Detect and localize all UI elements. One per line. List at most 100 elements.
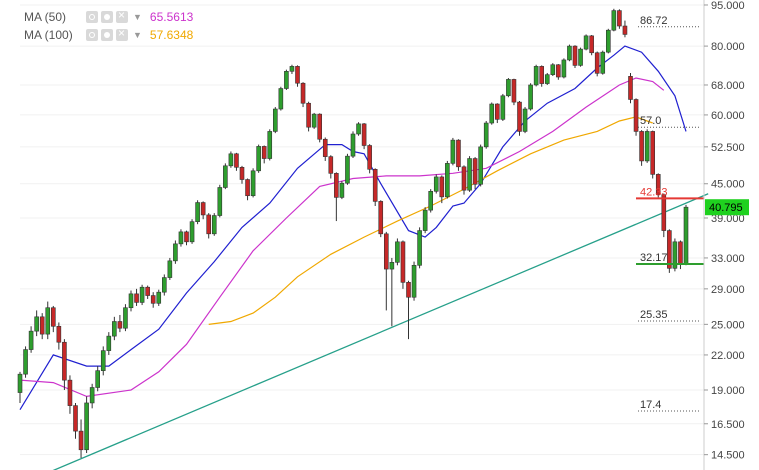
candle-body bbox=[256, 146, 261, 172]
candle-body bbox=[95, 370, 100, 388]
candle bbox=[622, 20, 628, 38]
candle-body bbox=[223, 165, 228, 188]
candle bbox=[322, 137, 328, 161]
candle bbox=[644, 129, 650, 163]
candle bbox=[267, 129, 273, 161]
candle-body bbox=[156, 291, 162, 304]
close-icon[interactable] bbox=[116, 26, 128, 41]
candle bbox=[173, 240, 178, 264]
gear-icon[interactable] bbox=[101, 11, 113, 23]
candle bbox=[489, 102, 495, 125]
candle bbox=[106, 332, 112, 355]
candle-body bbox=[650, 131, 656, 175]
candle-body bbox=[311, 113, 317, 128]
eye-icon[interactable] bbox=[86, 11, 98, 23]
candle bbox=[317, 113, 323, 143]
eye-icon[interactable] bbox=[86, 29, 98, 41]
candle bbox=[39, 313, 45, 340]
candle bbox=[278, 86, 284, 111]
candle-body bbox=[561, 59, 567, 78]
horizontal-levels[interactable] bbox=[636, 197, 704, 266]
candle bbox=[517, 100, 522, 136]
candle-body bbox=[206, 214, 211, 235]
candle-body bbox=[572, 45, 578, 66]
candle-body bbox=[672, 241, 678, 269]
candle bbox=[67, 375, 73, 414]
candle-body bbox=[683, 206, 689, 265]
candle bbox=[223, 163, 228, 190]
candle bbox=[200, 201, 206, 220]
trendline[interactable] bbox=[9, 193, 709, 470]
y-tick-label: 60.000 bbox=[711, 110, 745, 122]
candle-body bbox=[173, 243, 178, 262]
candle-body bbox=[234, 153, 239, 168]
candle-body bbox=[417, 230, 422, 266]
candle bbox=[589, 34, 594, 56]
candle-body bbox=[350, 133, 356, 157]
candle bbox=[245, 178, 250, 201]
chevron-down-icon[interactable]: ▼ bbox=[133, 30, 142, 40]
candle bbox=[17, 371, 23, 403]
candle bbox=[50, 305, 56, 333]
candle-body bbox=[67, 379, 73, 406]
level-label: 86.72 bbox=[640, 15, 668, 27]
close-icon[interactable] bbox=[116, 8, 128, 23]
candle bbox=[522, 107, 528, 134]
chart-grid bbox=[20, 4, 704, 456]
candle bbox=[533, 64, 539, 87]
candle bbox=[661, 193, 667, 238]
candle-body bbox=[556, 64, 561, 78]
candle bbox=[445, 160, 450, 199]
candle bbox=[34, 310, 39, 337]
candle-body bbox=[322, 138, 328, 157]
candle bbox=[328, 155, 334, 179]
legend-ma50-name: MA (50) bbox=[24, 10, 67, 24]
candle bbox=[550, 63, 556, 76]
candle bbox=[400, 240, 406, 289]
candle bbox=[361, 123, 367, 150]
candle-body bbox=[517, 101, 522, 132]
candle-body bbox=[605, 29, 611, 53]
y-tick-label: 25.000 bbox=[711, 319, 745, 331]
candle-body bbox=[400, 241, 406, 283]
candle-body bbox=[139, 286, 145, 303]
candle bbox=[167, 257, 173, 280]
chevron-down-icon[interactable]: ▼ bbox=[133, 12, 142, 22]
candle-body bbox=[228, 153, 234, 167]
candle-body bbox=[589, 35, 594, 54]
level-label: 25.35 bbox=[640, 309, 668, 321]
candle-body bbox=[73, 405, 78, 432]
candle-body bbox=[89, 387, 95, 404]
candle bbox=[139, 284, 145, 306]
candle-body bbox=[583, 35, 589, 50]
level-label: 17.4 bbox=[640, 399, 661, 411]
candle-body bbox=[39, 316, 45, 335]
candle bbox=[672, 238, 678, 272]
candle bbox=[411, 261, 417, 301]
price-axis[interactable]: 95.000 80.000 68.000 60.000 52.500 45.000 39.0… bbox=[703, 0, 745, 470]
candle bbox=[383, 231, 389, 311]
gear-icon[interactable] bbox=[101, 29, 113, 41]
candle-body bbox=[372, 168, 378, 202]
candle-body bbox=[661, 194, 667, 231]
candle bbox=[655, 173, 661, 198]
candle bbox=[206, 213, 211, 239]
candle bbox=[334, 172, 339, 222]
candle-body bbox=[367, 145, 372, 170]
candle bbox=[633, 98, 639, 136]
y-tick-label: 45.000 bbox=[711, 179, 745, 191]
candle-body bbox=[261, 146, 267, 159]
candle-body bbox=[217, 187, 223, 216]
candle bbox=[184, 230, 189, 246]
candle bbox=[156, 289, 162, 306]
candle-body bbox=[522, 108, 528, 132]
candle-body bbox=[678, 241, 683, 265]
candle-body bbox=[267, 131, 273, 159]
candle-body bbox=[356, 123, 361, 135]
candle-body bbox=[428, 191, 434, 211]
legend-ma100-name: MA (100) bbox=[24, 28, 73, 42]
level-label: 42.33 bbox=[640, 186, 668, 198]
candle bbox=[594, 51, 600, 77]
candle bbox=[600, 50, 606, 75]
